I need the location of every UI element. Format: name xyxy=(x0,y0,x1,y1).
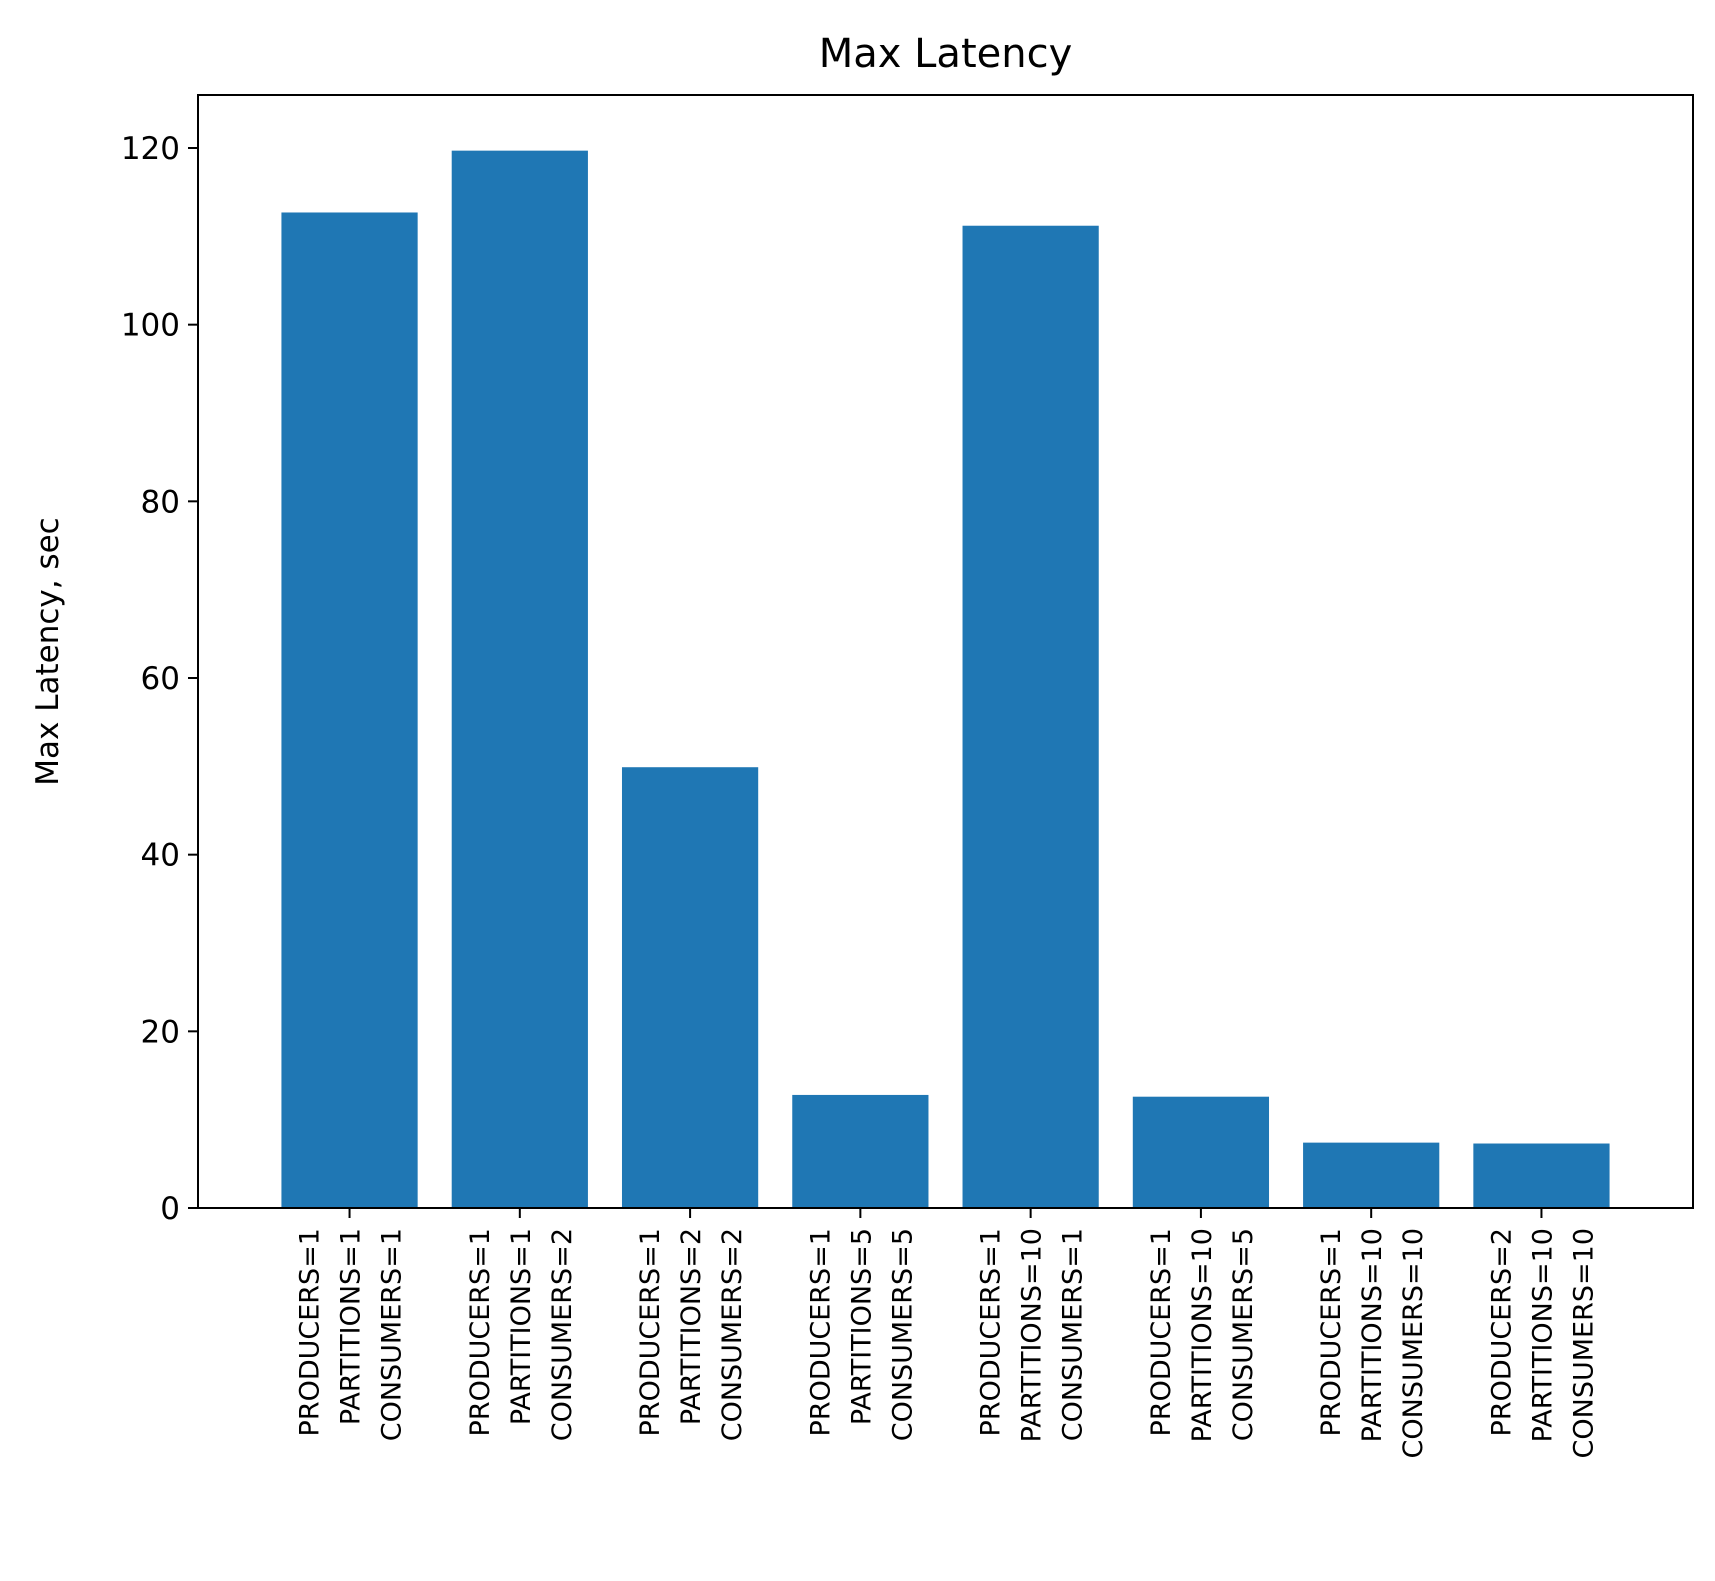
x-tick-label-group: PRODUCERS=1 PARTITIONS=1 CONSUMERS=2 xyxy=(465,1228,578,1441)
x-tick-label-group: PRODUCERS=1 PARTITIONS=10 CONSUMERS=10 xyxy=(1316,1228,1429,1458)
x-tick-label-group: PRODUCERS=1 PARTITIONS=10 CONSUMERS=1 xyxy=(976,1228,1089,1442)
x-tick-label: PRODUCERS=1 xyxy=(1146,1228,1177,1436)
y-tick-label: 20 xyxy=(141,1014,180,1050)
y-tick-label: 120 xyxy=(121,131,180,167)
plot-frame xyxy=(197,94,1694,1209)
x-tick-label: PRODUCERS=1 xyxy=(635,1228,666,1436)
y-tick-label: 100 xyxy=(121,308,180,344)
x-tick-label-group: PRODUCERS=1 PARTITIONS=5 CONSUMERS=5 xyxy=(805,1228,918,1441)
y-tick-label: 80 xyxy=(141,484,180,520)
x-tick-label: PRODUCERS=1 xyxy=(465,1228,496,1436)
x-tick-label: PRODUCERS=1 xyxy=(1316,1228,1347,1436)
y-tick-label: 0 xyxy=(160,1191,180,1227)
bar xyxy=(792,1094,929,1208)
x-tick-label: CONSUMERS=5 xyxy=(1228,1228,1259,1441)
x-tick-label: PARTITIONS=2 xyxy=(676,1228,707,1425)
x-tick-label-group: PRODUCERS=1 PARTITIONS=1 CONSUMERS=1 xyxy=(295,1228,408,1441)
x-tick-label: PARTITIONS=1 xyxy=(506,1228,537,1425)
x-tick-label: CONSUMERS=1 xyxy=(377,1228,408,1441)
x-tick-label: CONSUMERS=10 xyxy=(1568,1228,1599,1458)
x-tick-label: CONSUMERS=5 xyxy=(887,1228,918,1441)
chart-title: Max Latency xyxy=(819,31,1073,77)
bar xyxy=(1473,1143,1610,1208)
bar xyxy=(962,225,1099,1208)
bar xyxy=(281,212,418,1208)
x-tick-label: CONSUMERS=2 xyxy=(547,1228,578,1441)
x-tick-label: PRODUCERS=1 xyxy=(805,1228,836,1436)
y-tick-label: 60 xyxy=(141,661,180,697)
y-axis-label: Max Latency, sec xyxy=(30,517,66,785)
bars xyxy=(281,150,1610,1208)
x-tick-label: PARTITIONS=10 xyxy=(1357,1228,1388,1442)
x-tick-label-group: PRODUCERS=1 PARTITIONS=10 CONSUMERS=5 xyxy=(1146,1228,1259,1442)
x-axis-ticks: PRODUCERS=1 PARTITIONS=1 CONSUMERS=1 PRODUC… xyxy=(295,1208,1599,1458)
x-tick-label-group: PRODUCERS=1 PARTITIONS=2 CONSUMERS=2 xyxy=(635,1228,748,1441)
bar xyxy=(1303,1142,1440,1208)
bar xyxy=(621,767,759,1208)
x-tick-label-group: PRODUCERS=2 PARTITIONS=10 CONSUMERS=10 xyxy=(1486,1228,1599,1458)
x-tick-label: PRODUCERS=1 xyxy=(295,1228,326,1436)
y-tick-label: 40 xyxy=(141,838,180,874)
x-tick-label: CONSUMERS=1 xyxy=(1058,1228,1089,1441)
x-tick-label: PRODUCERS=1 xyxy=(976,1228,1007,1436)
bar xyxy=(1132,1096,1270,1208)
bar xyxy=(451,150,588,1208)
x-tick-label: PARTITIONS=10 xyxy=(1187,1228,1218,1442)
x-tick-label: PARTITIONS=10 xyxy=(1527,1228,1558,1442)
x-tick-label: PRODUCERS=2 xyxy=(1486,1228,1517,1436)
y-axis-ticks: 0 20 40 60 80 100 120 xyxy=(121,131,198,1227)
x-tick-label: CONSUMERS=10 xyxy=(1398,1228,1429,1458)
x-tick-label: CONSUMERS=2 xyxy=(717,1228,748,1441)
x-tick-label: PARTITIONS=5 xyxy=(846,1228,877,1425)
x-tick-label: PARTITIONS=10 xyxy=(1017,1228,1048,1442)
x-tick-label: PARTITIONS=1 xyxy=(336,1228,367,1425)
